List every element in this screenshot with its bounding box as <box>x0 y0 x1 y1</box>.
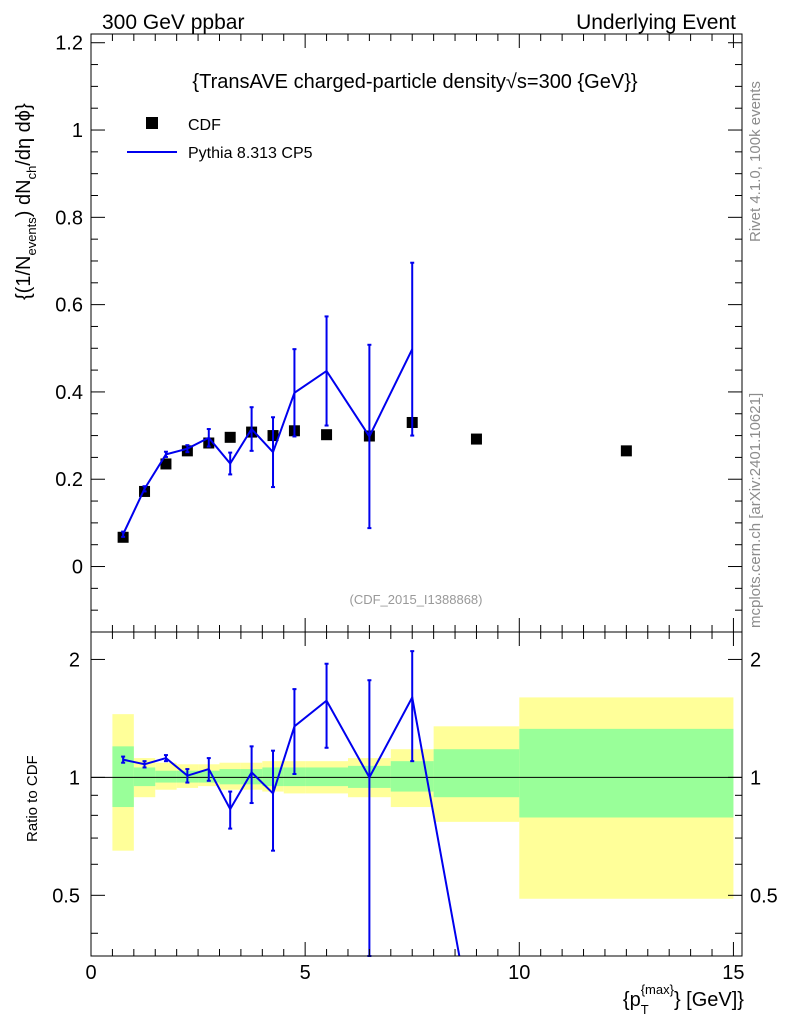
ratio-ytick-label: 1 <box>69 767 80 789</box>
ratio-ytick-label: 2 <box>69 649 80 671</box>
main-ytick-label: 0.4 <box>55 382 83 404</box>
xtick-label: 0 <box>85 962 96 984</box>
cdf-point <box>620 445 632 457</box>
ratio-band-green <box>305 767 348 787</box>
legend-mc-label: Pythia 8.313 CP5 <box>188 145 313 162</box>
ratio-band-green <box>219 769 241 785</box>
ratio-ytick-label: 0.5 <box>52 885 80 907</box>
ratio-ytick-label-right: 2 <box>750 649 761 671</box>
legend-cdf-marker <box>146 117 158 129</box>
legend-cdf-label: CDF <box>188 117 221 134</box>
mcplots-url-text: mcplots.cern.ch [arXiv:2401.10621] <box>747 393 764 628</box>
xtick-label: 15 <box>722 962 744 984</box>
header-right: Underlying Event <box>576 11 736 34</box>
ratio-band-green <box>155 770 177 783</box>
ratio-axis-ticks: 0.5 0.5 1 1 2 2 0 5 10 15 <box>52 632 778 984</box>
main-data-layer <box>117 261 632 543</box>
ratio-band-green <box>133 767 156 787</box>
cdf-point <box>321 429 333 441</box>
mc-line <box>122 348 414 535</box>
ratio-ytick-label-right: 1 <box>750 767 761 789</box>
header-left: 300 GeV ppbar <box>102 11 244 34</box>
ratio-data-layer <box>121 650 461 957</box>
rivet-version-text: Rivet 4.1.0, 100k events <box>747 81 764 242</box>
main-ytick-label: 1.2 <box>55 33 83 55</box>
main-title: {TransAVE charged-particle density√s=300… <box>192 71 637 93</box>
cdf-point <box>160 458 172 470</box>
ratio-mc-line <box>122 694 461 957</box>
ratio-xlabel: {pT{max}} [GeV]} <box>623 982 744 1017</box>
xtick-label: 5 <box>300 962 311 984</box>
ratio-band-green <box>433 749 520 798</box>
main-ytick-label: 0.2 <box>55 469 83 491</box>
main-ytick-label: 0 <box>72 557 83 579</box>
cdf-point <box>224 431 236 443</box>
ratio-band-green <box>112 746 134 808</box>
main-ytick-label: 0.8 <box>55 207 83 229</box>
main-ylabel: {(1/Nevents) dNch/dη dϕ} <box>13 103 39 300</box>
analysis-watermark: (CDF_2015_I1388868) <box>350 592 483 607</box>
ratio-band-green <box>519 728 734 818</box>
ratio-bands <box>91 697 742 899</box>
main-ytick-label: 1 <box>72 120 83 142</box>
ratio-ylabel: Ratio to CDF <box>24 755 41 842</box>
ratio-frame <box>90 631 743 957</box>
ratio-ytick-label-right: 0.5 <box>750 885 778 907</box>
ratio-band-green <box>283 767 306 787</box>
main-ytick-label: 0.6 <box>55 295 83 317</box>
main-axis-ticks: 0 0.2 0.4 0.6 0.8 1 1.2 <box>55 33 742 633</box>
xtick-label: 10 <box>508 962 530 984</box>
cdf-point <box>470 433 482 445</box>
